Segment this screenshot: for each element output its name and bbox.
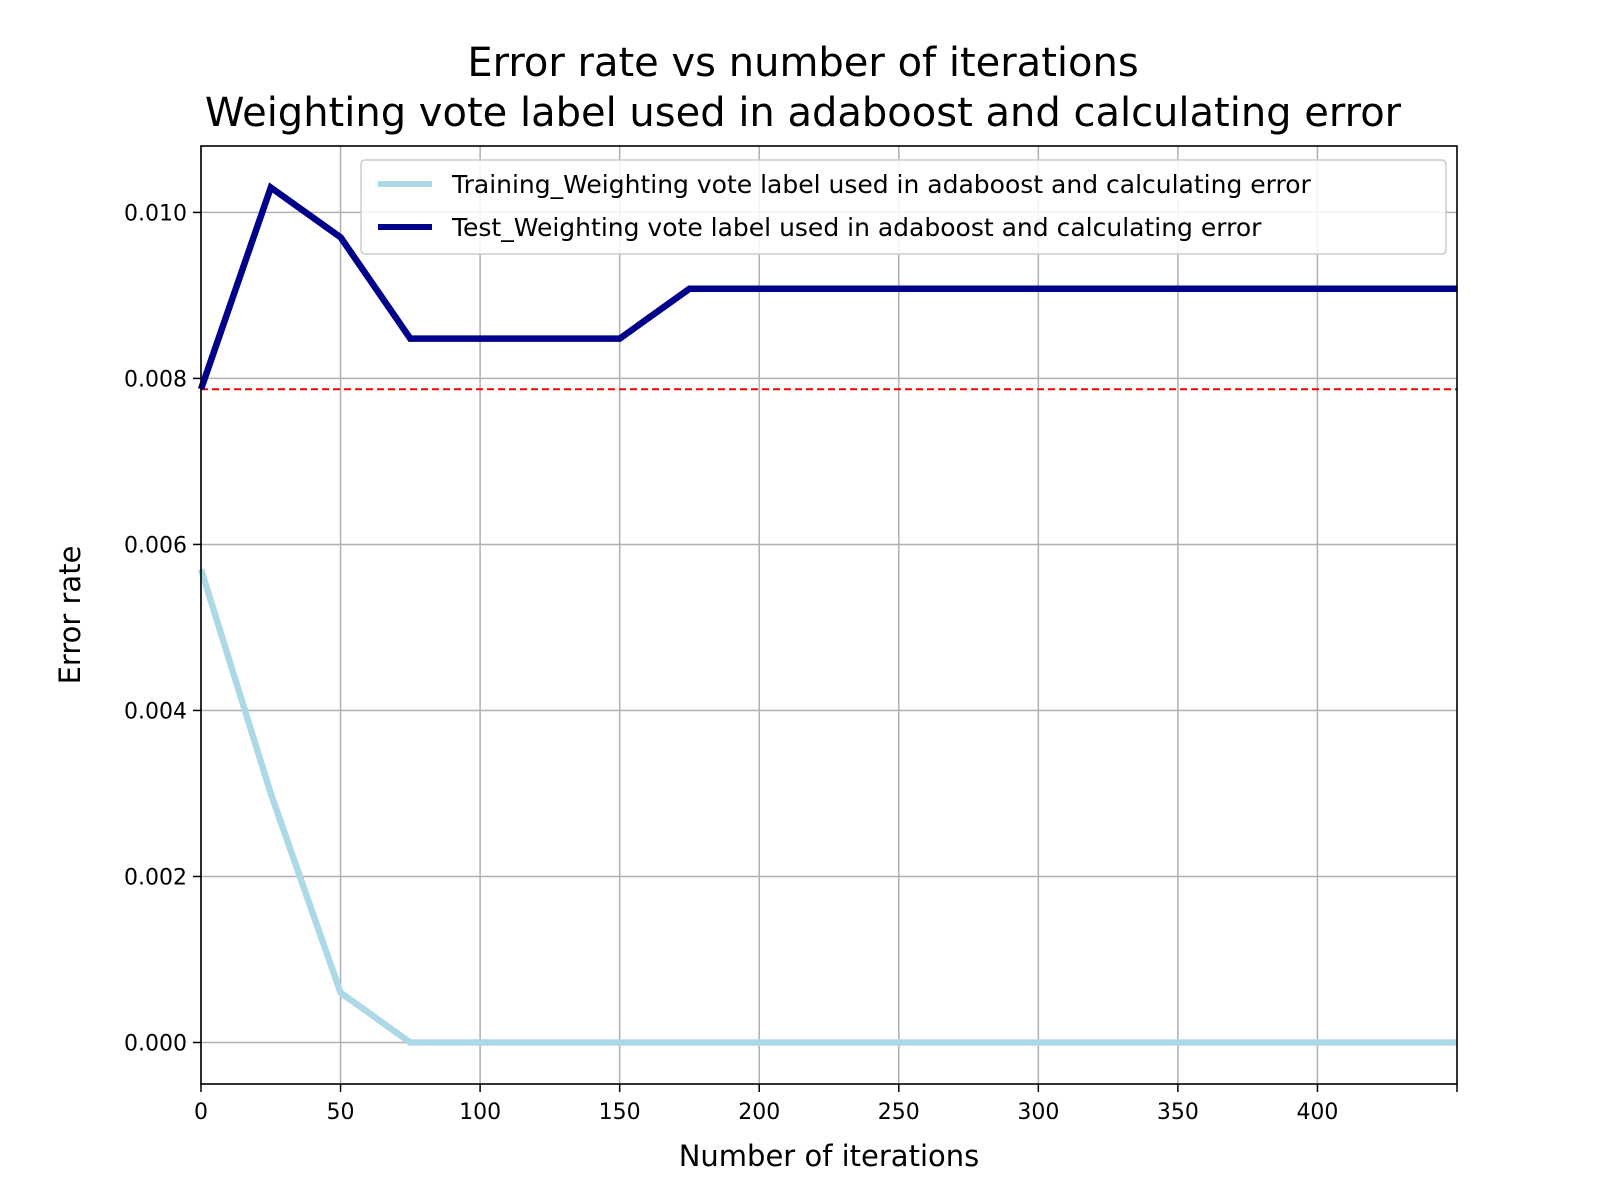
series-layer <box>197 182 1457 1046</box>
plot-frame <box>200 145 1458 1085</box>
y-tick-label: 0.006 <box>124 533 187 558</box>
chart-subtitle: Weighting vote label used in adaboost an… <box>205 90 1402 136</box>
y-tick-label: 0.004 <box>124 699 187 724</box>
x-tick-label: 200 <box>738 1100 780 1125</box>
y-tick-label: 0.000 <box>124 1031 187 1056</box>
x-tick-label: 350 <box>1157 1100 1199 1125</box>
legend-label-training: Training_Weighting vote label used in ad… <box>451 170 1312 199</box>
x-tick-label: 400 <box>1296 1100 1338 1125</box>
x-tick-label: 250 <box>878 1100 920 1125</box>
grid <box>200 146 1457 1084</box>
y-axis-title: Error rate <box>53 546 87 685</box>
x-tick-label: 0 <box>194 1100 208 1125</box>
y-tick-label: 0.002 <box>124 865 187 890</box>
x-tick-label: 300 <box>1017 1100 1059 1125</box>
y-tick-label: 0.010 <box>124 201 187 226</box>
x-tick-label: 50 <box>327 1100 355 1125</box>
chart-title: Error rate vs number of iterations <box>467 40 1138 86</box>
ticks-layer: 0 50 100 150 200 250 300 350 400 0.000 0.002 0.004 0… <box>124 201 1458 1125</box>
y-tick-label: 0.008 <box>124 367 187 392</box>
legend-label-test: Test_Weighting vote label used in adaboo… <box>451 213 1262 242</box>
x-tick-label: 150 <box>599 1100 641 1125</box>
legend-box <box>360 159 1447 255</box>
series-line-test <box>197 182 1457 391</box>
x-tick-label: 100 <box>459 1100 501 1125</box>
series-line-training <box>197 568 1457 1046</box>
x-axis-title: Number of iterations <box>679 1139 980 1173</box>
legend: Training_Weighting vote label used in ad… <box>360 159 1447 255</box>
